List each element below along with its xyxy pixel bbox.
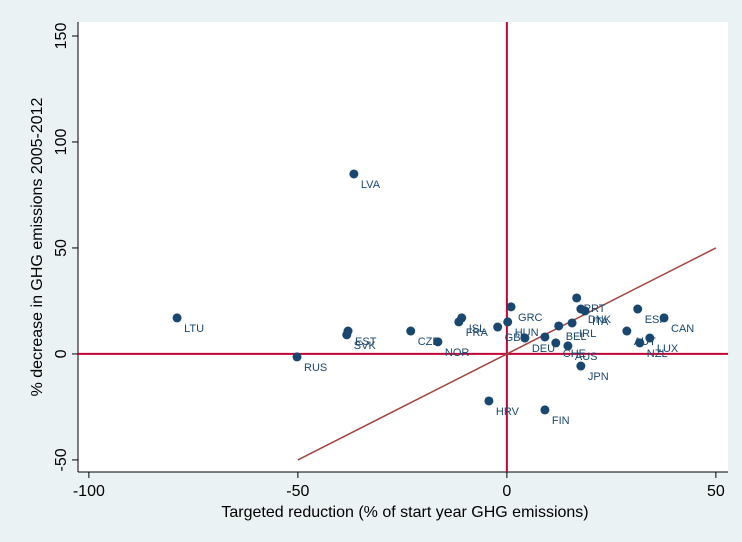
plot-area [78, 22, 728, 472]
point-label: NOR [445, 347, 470, 359]
y-tick-label: 50 [53, 239, 70, 257]
point-label: RUS [304, 362, 327, 374]
point [503, 317, 513, 327]
point-label: HRV [496, 406, 520, 418]
point-label: CAN [671, 323, 694, 335]
x-tick-label: 50 [707, 483, 725, 500]
point-label: SVK [354, 340, 377, 352]
point [349, 169, 359, 179]
point-label: ITA [592, 316, 609, 328]
point-label: NZL [647, 348, 668, 360]
point-label: IRL [579, 328, 596, 340]
point [633, 304, 643, 314]
point [493, 322, 503, 332]
point [551, 338, 561, 348]
point [406, 326, 416, 336]
point [563, 341, 573, 351]
point [540, 332, 550, 342]
point-label: CZE [418, 336, 440, 348]
point [506, 302, 516, 312]
point [454, 317, 464, 327]
y-tick-label: 100 [53, 129, 70, 156]
point [433, 337, 443, 347]
x-tick-label: -100 [73, 483, 105, 500]
point [342, 330, 352, 340]
x-axis-title: Targeted reduction (% of start year GHG … [221, 504, 588, 521]
point [540, 405, 550, 415]
point [572, 293, 582, 303]
point [635, 338, 645, 348]
y-axis-title: % decrease in GHG emissions 2005-2012 [29, 97, 46, 396]
point [484, 396, 494, 406]
point-label: LVA [361, 179, 381, 191]
point-label: JPN [588, 371, 609, 383]
point-label: LTU [184, 323, 204, 335]
point-label: LUX [657, 343, 679, 355]
point-label: DNK [588, 314, 612, 326]
y-tick-label: -50 [53, 448, 70, 471]
point [292, 352, 302, 362]
point [580, 306, 590, 316]
point [172, 313, 182, 323]
point [645, 333, 655, 343]
point-label: HUN [515, 327, 539, 339]
point [622, 326, 632, 336]
y-tick-label: 0 [53, 349, 70, 358]
point-label: DEU [532, 343, 555, 355]
point [520, 333, 530, 343]
point-label: GRC [518, 312, 543, 324]
point [576, 361, 586, 371]
point-label: BEL [566, 331, 587, 343]
y-tick-label: 150 [53, 23, 70, 50]
diagonal-line [297, 247, 717, 461]
point-label: FRA [466, 327, 489, 339]
point-label: FIN [552, 415, 570, 427]
point [567, 318, 577, 328]
x-tick-label: 0 [502, 483, 511, 500]
point [554, 321, 564, 331]
x-tick-label: -50 [286, 483, 309, 500]
point-label: EST [355, 336, 377, 348]
point-label: ISL [469, 323, 486, 335]
point-label: CHE [563, 348, 586, 360]
point-label: AUS [575, 351, 598, 363]
point [659, 313, 669, 323]
